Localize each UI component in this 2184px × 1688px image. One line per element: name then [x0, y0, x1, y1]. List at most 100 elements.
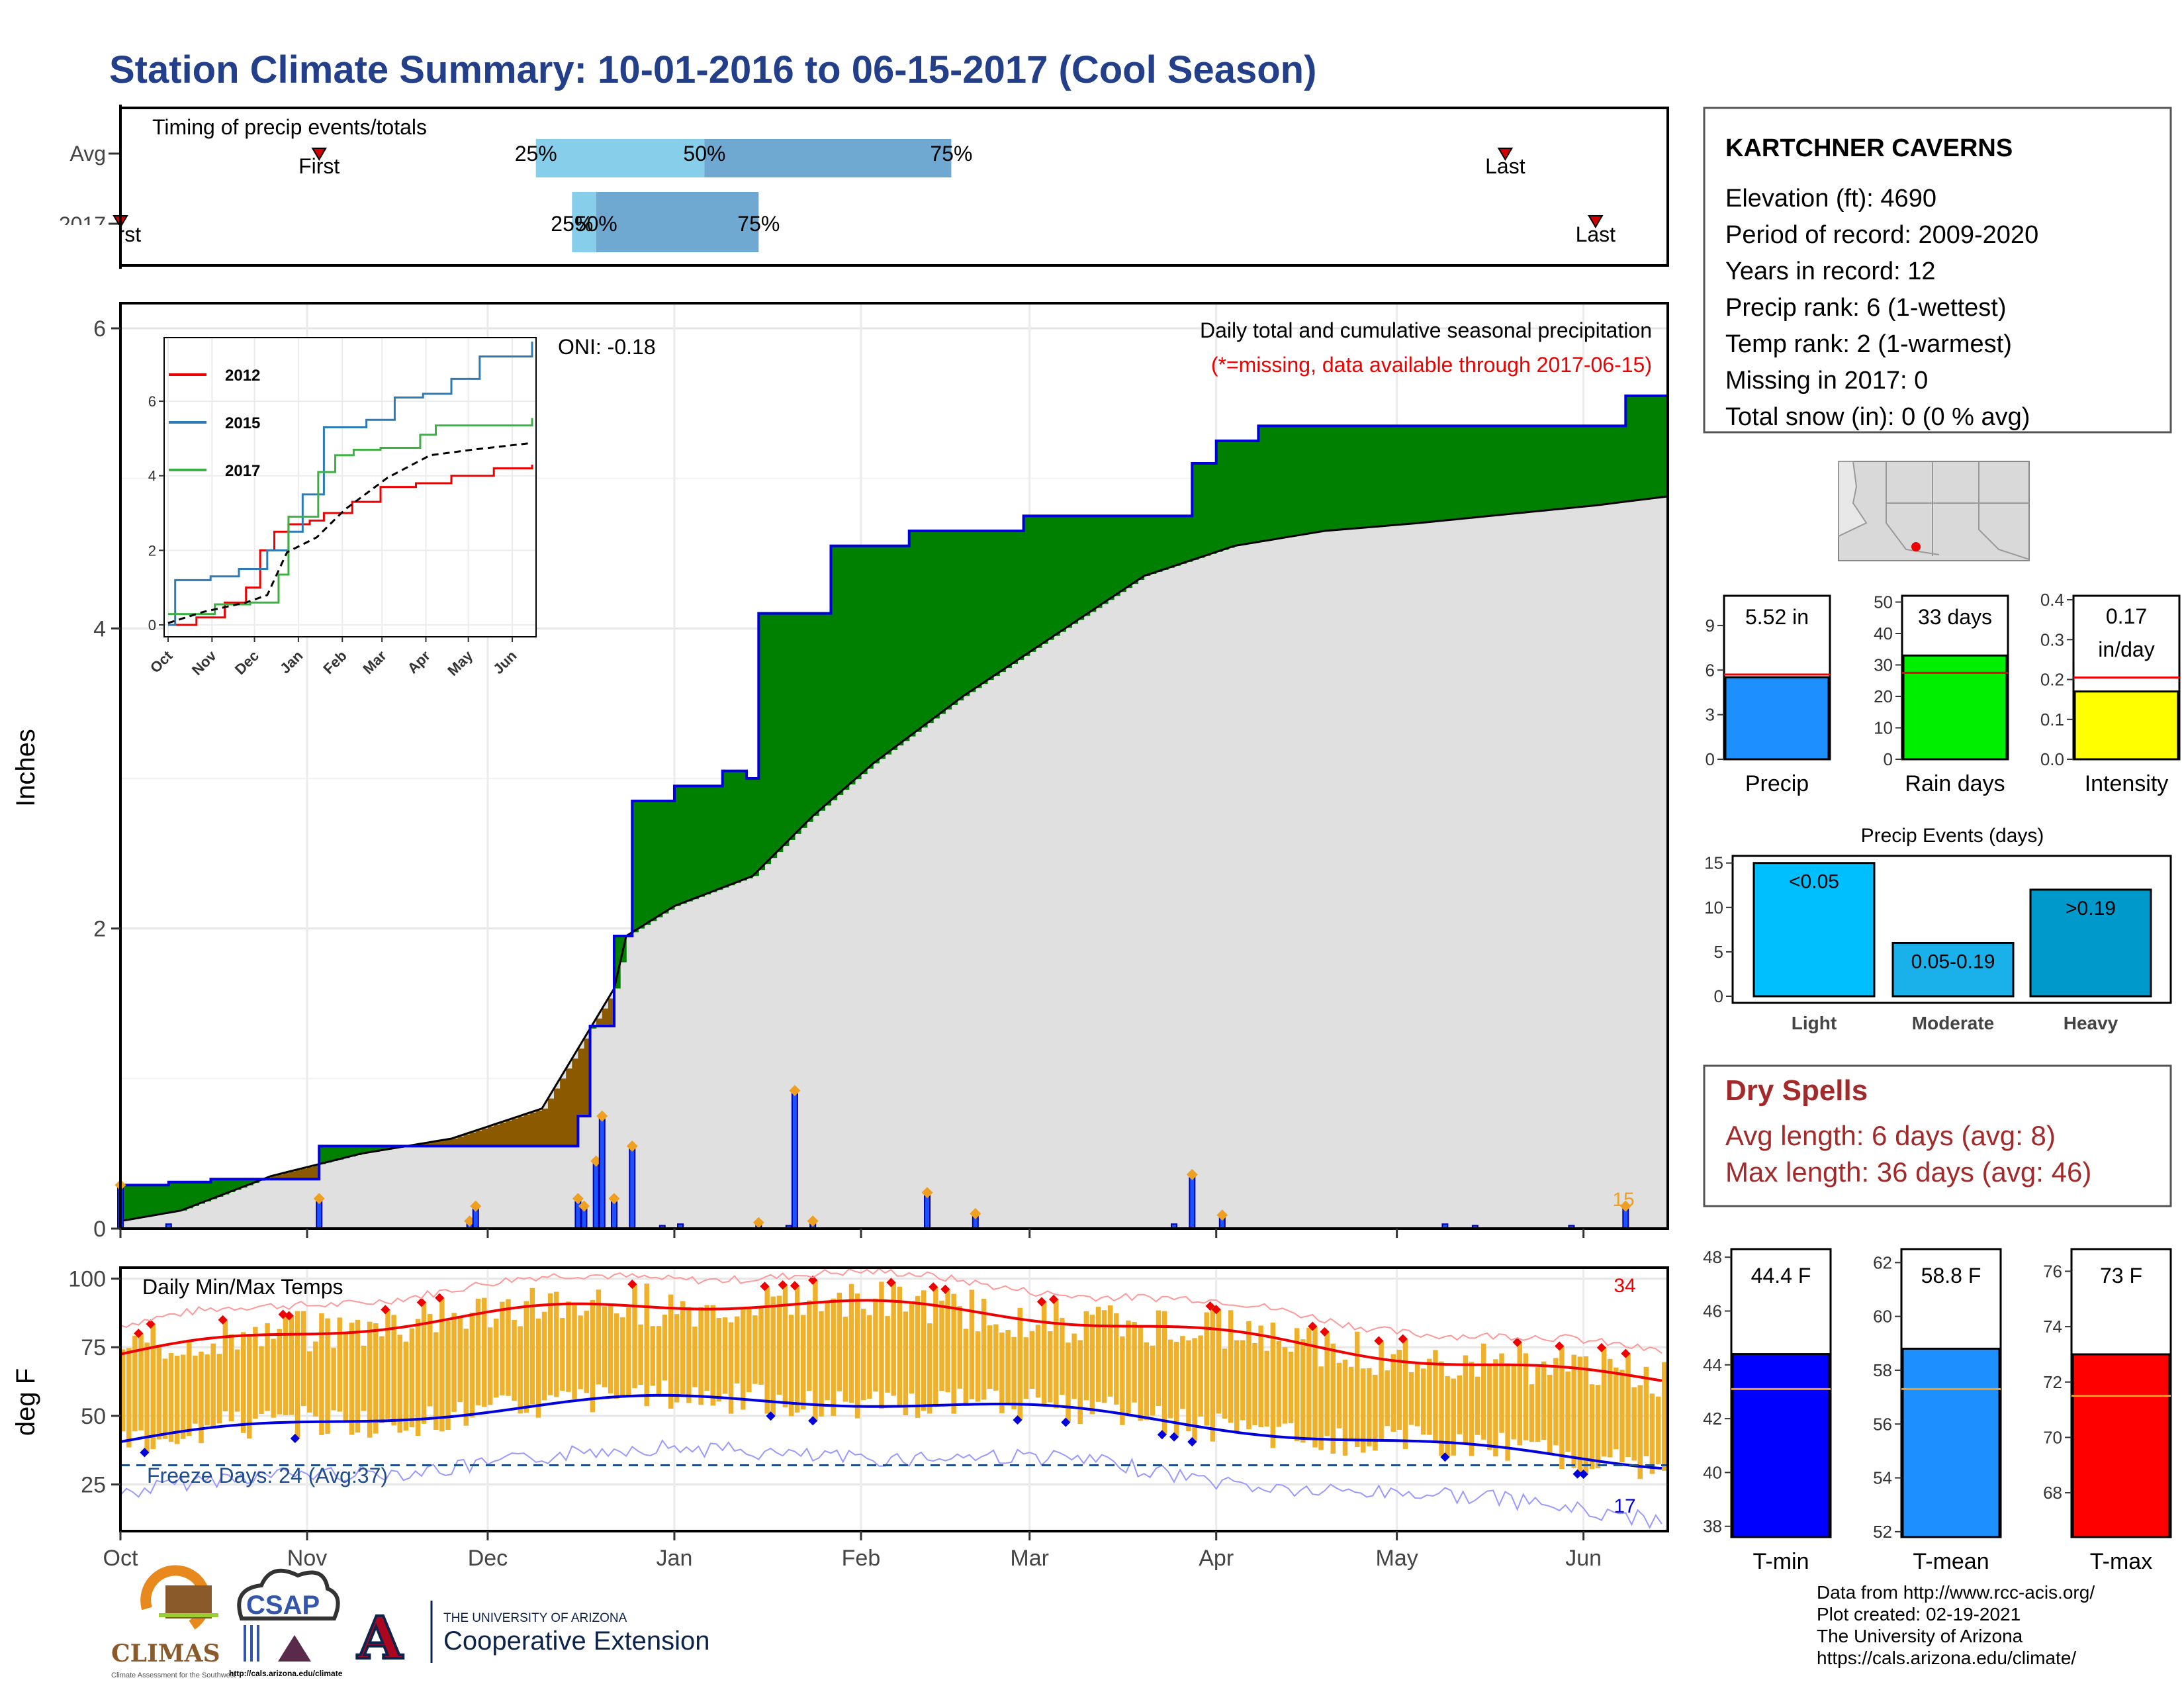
daily-temp-bar	[325, 1318, 330, 1434]
daily-temp-bar	[180, 1354, 186, 1439]
daily-temp-bar	[909, 1303, 915, 1394]
above-average-area	[1367, 426, 1373, 528]
avg-max-line	[120, 1299, 1662, 1382]
temp-bar-T-max	[2071, 1353, 2171, 1538]
above-average-area	[1126, 516, 1132, 588]
inset-series-2017	[168, 418, 533, 616]
summary-bar-tick-label: 0.3	[2040, 630, 2064, 649]
daily-temp-bar	[1348, 1366, 1354, 1440]
station-line: Precip rank: 6 (1-wettest)	[1725, 294, 2006, 322]
above-average-area	[860, 545, 868, 774]
below-average-area	[523, 1114, 531, 1147]
daily-temp-bar	[770, 1296, 776, 1417]
daily-temp-bar	[541, 1311, 547, 1401]
below-average-area	[602, 1008, 609, 1026]
csap-logo-text: CSAP	[246, 1591, 320, 1620]
above-average-area	[1240, 441, 1247, 545]
daily-temp-bar	[848, 1284, 854, 1403]
daily-temp-bar	[957, 1306, 962, 1389]
above-average-area	[1138, 516, 1145, 581]
station-location-dot	[1911, 542, 1921, 551]
daily-temp-bar	[650, 1326, 656, 1386]
above-average-area	[1258, 426, 1265, 542]
above-average-area	[891, 545, 898, 750]
inset-series-avg	[167, 442, 533, 624]
footer: CLIMAS Climate Assessment for the Southw…	[111, 1565, 2095, 1679]
daily-temp-bar	[205, 1354, 210, 1426]
daily-temp-bar	[596, 1289, 602, 1385]
record-high-marker	[1308, 1321, 1318, 1331]
daily-temp-bar	[1535, 1367, 1541, 1442]
footer-line: Plot created: 02-19-2021	[1817, 1604, 2021, 1624]
daily-temp-bar	[222, 1319, 228, 1412]
above-average-area	[187, 1182, 193, 1209]
record-high-marker	[278, 1309, 288, 1319]
daily-temp-bar	[150, 1324, 156, 1450]
summary-bar-Precip	[1724, 676, 1830, 761]
daily-temp-bar	[162, 1358, 168, 1439]
daily-temp-bar	[1655, 1396, 1661, 1464]
daily-temp-bar	[590, 1300, 596, 1413]
daily-temp-bar	[728, 1322, 734, 1414]
daily-temp-bar	[1222, 1348, 1228, 1419]
daily-temp-bar	[1361, 1368, 1366, 1453]
daily-temp-bar	[535, 1318, 541, 1418]
above-average-area	[1396, 426, 1404, 525]
events-bar-value: <0.05	[1789, 871, 1839, 893]
above-average-area	[1445, 426, 1452, 521]
inset-y-tick-label: 2	[148, 542, 156, 559]
summary-bar-label: Rain days	[1905, 771, 2005, 796]
daily-temp-bar	[1414, 1362, 1420, 1427]
daily-temp-bar	[1324, 1331, 1330, 1436]
daily-temp-bar	[193, 1355, 198, 1424]
record-high-marker	[1036, 1297, 1046, 1307]
below-average-area	[494, 1124, 500, 1147]
above-average-area	[1120, 516, 1126, 592]
daily-temp-bar	[216, 1354, 222, 1424]
daily-temp-bar	[891, 1282, 896, 1396]
ua-logo-subtext: THE UNIVERSITY OF ARIZONA	[443, 1611, 627, 1625]
dry-spells: Dry Spells Avg length: 6 days (avg: 8) M…	[1703, 1064, 2172, 1207]
above-average-area	[674, 786, 681, 906]
station-line: Elevation (ft): 4690	[1725, 185, 1936, 212]
above-average-area	[1637, 396, 1645, 500]
daily-temp-bar	[1264, 1350, 1269, 1427]
above-average-area	[1390, 426, 1398, 526]
daily-temp-bar	[1614, 1367, 1619, 1450]
timing-label-75: 75%	[930, 142, 972, 165]
above-average-area	[710, 786, 717, 892]
daily-temp-bar	[253, 1327, 258, 1419]
dry-spells-max: Max length: 36 days (avg: 46)	[1725, 1156, 2091, 1188]
inset-y-tick-label: 6	[148, 393, 156, 410]
daily-temp-bar	[752, 1315, 758, 1384]
daily-temp-bar	[842, 1317, 848, 1402]
daily-temp-bar	[860, 1309, 866, 1401]
daily-temp-bar	[927, 1323, 933, 1414]
above-average-area	[343, 1146, 350, 1158]
timing-bar-50-75	[596, 192, 759, 252]
daily-temp-bar	[897, 1286, 903, 1408]
above-average-area	[1625, 396, 1633, 502]
above-average-area	[1114, 516, 1120, 596]
daily-temp-bar	[1517, 1342, 1523, 1446]
daily-temp-bar	[560, 1318, 565, 1391]
above-average-area	[909, 531, 916, 737]
record-high-marker	[218, 1315, 228, 1325]
daily-temp-bar	[1619, 1370, 1625, 1462]
above-average-area	[987, 531, 994, 680]
below-average-area	[512, 1118, 519, 1147]
above-average-area	[848, 545, 856, 785]
daily-temp-bar	[397, 1335, 402, 1433]
daily-temp-bar	[168, 1353, 174, 1442]
above-average-area	[993, 531, 1000, 677]
daily-temp-bar	[1463, 1355, 1469, 1444]
station-line: Temp rank: 2 (1-warmest)	[1725, 330, 2012, 358]
above-average-area	[1192, 463, 1199, 560]
daily-temp-bar	[240, 1332, 246, 1433]
record-high-marker	[760, 1282, 770, 1291]
above-average-area	[782, 613, 790, 846]
timing-label-25: 25%	[551, 212, 593, 236]
daily-temp-bar	[187, 1339, 192, 1436]
